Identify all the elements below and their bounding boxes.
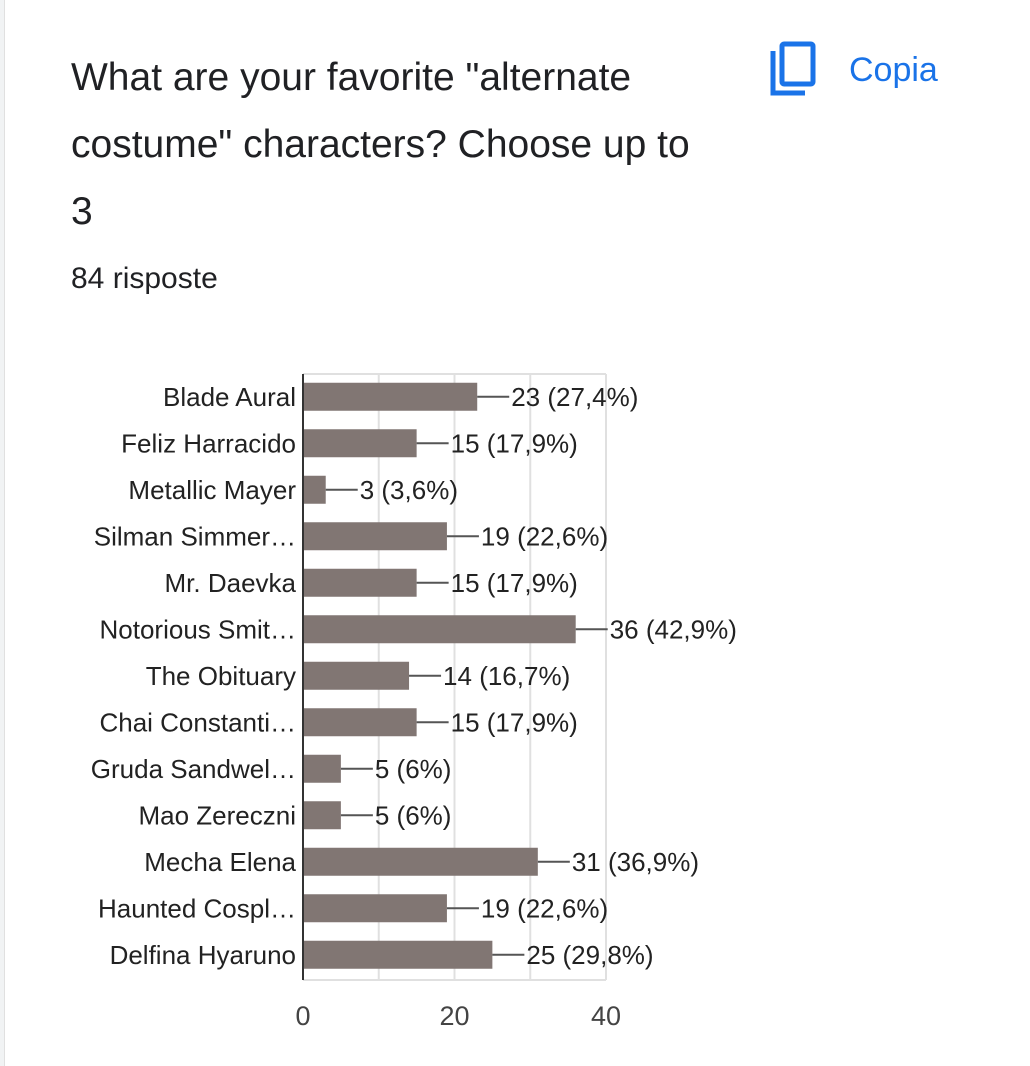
- value-label: 3 (3,6%): [360, 475, 458, 505]
- bar: [303, 661, 410, 690]
- category-label: Silman Simmer…: [94, 521, 296, 551]
- category-label: Metallic Mayer: [128, 475, 296, 505]
- bar: [303, 801, 341, 830]
- value-label: 19 (22,6%): [481, 521, 608, 551]
- value-label: 15 (17,9%): [451, 428, 578, 458]
- value-label: 25 (29,8%): [526, 940, 653, 970]
- bar: [303, 940, 493, 969]
- x-tick-label: 40: [591, 1001, 621, 1031]
- bar: [303, 475, 326, 504]
- category-label: Blade Aural: [163, 382, 296, 412]
- question-title: What are your favorite "alternate costum…: [71, 56, 690, 233]
- category-label: Mecha Elena: [144, 847, 296, 877]
- category-label: Delfina Hyaruno: [110, 940, 296, 970]
- value-label: 31 (36,9%): [572, 847, 699, 877]
- bar: [303, 429, 417, 458]
- category-label: Gruda Sandwel…: [91, 754, 296, 784]
- bar: [303, 754, 341, 783]
- copy-icon: [770, 41, 816, 96]
- question-card: What are your favorite "alternate costum…: [4, 0, 1030, 1066]
- value-label: 19 (22,6%): [481, 893, 608, 923]
- value-label: 14 (16,7%): [443, 661, 570, 691]
- bar: [303, 382, 478, 411]
- bar: [303, 894, 447, 923]
- value-label: 23 (27,4%): [511, 382, 638, 412]
- bar: [303, 708, 417, 737]
- value-label: 5 (6%): [375, 754, 452, 784]
- response-count: 84 risposte: [71, 262, 218, 295]
- category-label: Feliz Harracido: [121, 428, 296, 458]
- value-label: 15 (17,9%): [451, 707, 578, 737]
- bar: [303, 522, 447, 551]
- bar: [303, 847, 538, 876]
- category-label: Haunted Cospl…: [98, 893, 296, 923]
- value-label: 5 (6%): [375, 800, 452, 830]
- category-label: Notorious Smit…: [100, 614, 297, 644]
- value-label: 36 (42,9%): [610, 614, 737, 644]
- category-label: The Obituary: [146, 661, 296, 691]
- category-label: Mao Zereczni: [139, 800, 297, 830]
- x-tick-label: 20: [439, 1001, 469, 1031]
- category-label: Chai Constanti…: [99, 707, 296, 737]
- x-tick-label: 0: [295, 1001, 310, 1031]
- bar: [303, 615, 576, 644]
- copy-button[interactable]: Copia: [769, 40, 938, 100]
- value-label: 15 (17,9%): [451, 568, 578, 598]
- copy-button-label: Copia: [849, 50, 938, 89]
- bar: [303, 568, 417, 597]
- category-label: Mr. Daevka: [165, 568, 297, 598]
